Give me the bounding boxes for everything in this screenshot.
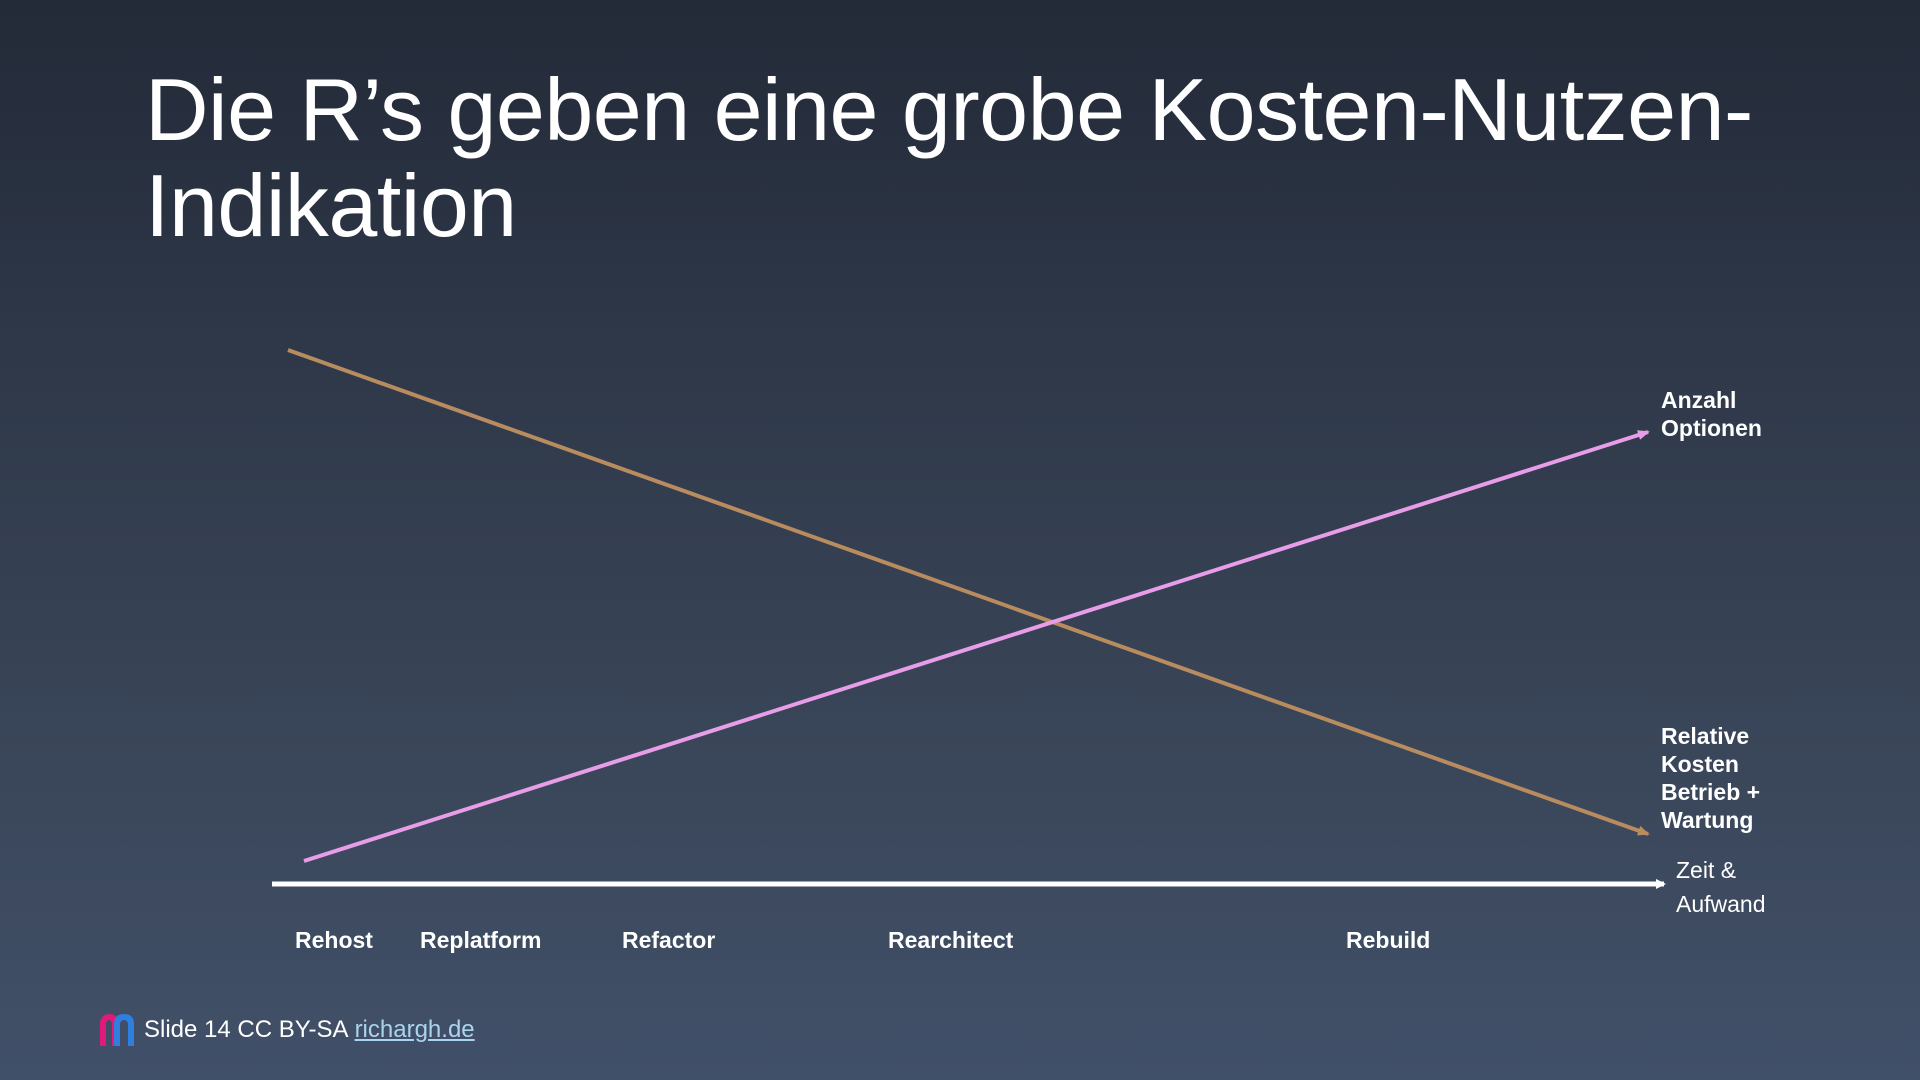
cost-label-line: Relative	[1661, 723, 1750, 749]
options-label-line: Optionen	[1661, 415, 1762, 441]
cost-line	[287, 348, 1650, 836]
footer-text: Slide 14 CC BY-SA	[144, 1016, 349, 1043]
stage-label-refactor: Refactor	[622, 927, 716, 953]
slide-footer: Slide 14 CC BY-SA richargh.de	[98, 1010, 475, 1050]
stage-label-replatform: Replatform	[420, 927, 542, 953]
x-axis-label: Zeit & Aufwand	[1676, 853, 1766, 921]
cost-label-line: Wartung	[1661, 807, 1754, 833]
stage-label-rearchitect: Rearchitect	[888, 927, 1014, 953]
cost-label-line: Kosten	[1661, 751, 1739, 777]
rh-logo-icon	[100, 1014, 134, 1046]
x-axis-label-line: Aufwand	[1676, 891, 1766, 917]
options-line	[303, 430, 1650, 863]
x-axis-label-line: Zeit &	[1676, 857, 1737, 883]
options-series-label: Anzahl Optionen	[1661, 386, 1762, 442]
options-label-line: Anzahl	[1661, 387, 1737, 413]
stage-label-rehost: Rehost	[295, 927, 373, 953]
cost-series-label: Relative Kosten Betrieb + Wartung	[1661, 722, 1760, 834]
cost-label-line: Betrieb +	[1661, 779, 1761, 805]
stage-label-rebuild: Rebuild	[1346, 927, 1431, 953]
footer-link[interactable]: richargh.de	[354, 1016, 475, 1043]
slide-title: Die R’s geben eine grobe Kosten-Nutzen-I…	[145, 60, 1753, 255]
